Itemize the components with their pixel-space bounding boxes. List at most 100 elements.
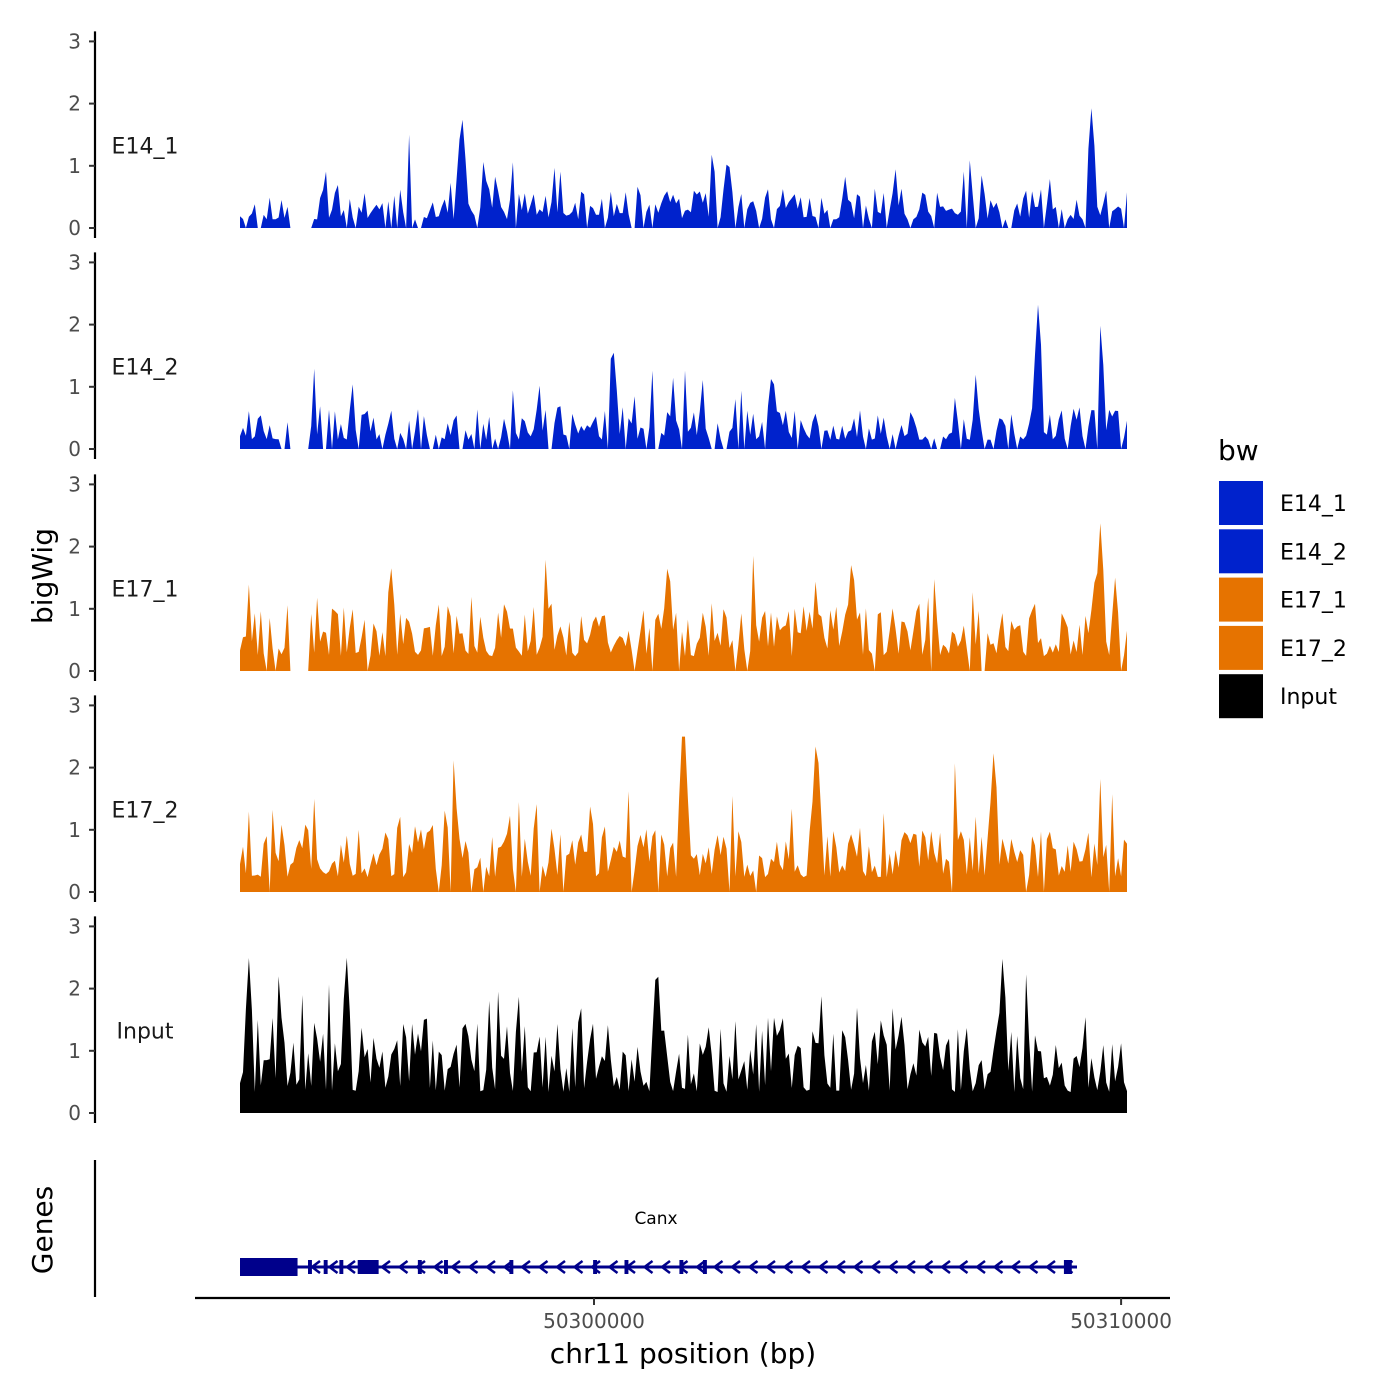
track-e17-2: 0 1 2 3 E17_2	[68, 693, 1127, 904]
track-label: E17_1	[112, 577, 179, 602]
coverage-area	[240, 736, 1127, 892]
y-tick-label: 3	[68, 914, 81, 938]
y-axis-title: bigWig	[26, 528, 59, 624]
legend: bw E14_1 E14_2 E17_1 E17_2 Input	[1218, 434, 1347, 719]
legend-swatch	[1219, 529, 1263, 574]
gene-exon	[624, 1260, 629, 1274]
strand-arrow	[554, 1260, 566, 1274]
y-tick-label: 3	[68, 250, 81, 274]
legend-label: E17_1	[1280, 589, 1347, 614]
y-tick-label: 1	[68, 1039, 81, 1063]
gene-exon	[593, 1260, 598, 1274]
y-tick-label: 0	[68, 659, 81, 683]
coverage-area	[240, 108, 1127, 228]
legend-label: Input	[1280, 685, 1337, 710]
y-tick-label: 1	[68, 818, 81, 842]
x-tick-label: 50300000	[543, 1309, 645, 1333]
strand-arrow	[642, 1260, 654, 1274]
legend-label: E14_1	[1280, 492, 1347, 517]
gene-exon	[702, 1260, 707, 1274]
track-label: E14_2	[112, 355, 179, 380]
y-tick-label: 2	[68, 977, 81, 1001]
legend-swatch	[1219, 674, 1263, 719]
strand-arrow	[414, 1260, 426, 1274]
strand-arrow	[729, 1260, 741, 1274]
legend-label: E17_2	[1280, 637, 1347, 662]
strand-arrow	[834, 1260, 846, 1274]
strand-arrow	[519, 1260, 531, 1274]
y-tick-label: 0	[68, 437, 81, 461]
strand-arrow	[904, 1260, 916, 1274]
y-tick-label: 0	[68, 880, 81, 904]
strand-arrow	[764, 1260, 776, 1274]
track-e14-1: 0 1 2 3 E14_1	[68, 29, 1127, 240]
tracks-layer: 0 1 2 3 E14_1 0 1 2 3 E14_2 0 1 2 3 E17_1 0 1 2 3 E17_2 0 1 2 3…	[68, 29, 1127, 1125]
gene-exon	[339, 1260, 344, 1274]
strand-arrow	[852, 1260, 864, 1274]
gene-exon	[1063, 1260, 1072, 1274]
strand-arrow	[537, 1260, 549, 1274]
track-label: E14_1	[112, 134, 179, 159]
strand-arrow	[572, 1260, 584, 1274]
coverage-area	[240, 523, 1127, 671]
y-tick-label: 1	[68, 154, 81, 178]
coverage-area	[240, 304, 1127, 449]
gene-exon	[240, 1258, 298, 1276]
strand-arrow	[589, 1260, 601, 1274]
strand-arrow	[694, 1260, 706, 1274]
strand-arrow	[327, 1260, 339, 1274]
y-tick-label: 2	[68, 535, 81, 559]
strand-arrow	[887, 1260, 899, 1274]
gene-exon	[308, 1260, 312, 1274]
strand-arrow	[992, 1260, 1004, 1274]
gene-exon	[323, 1260, 328, 1274]
y-tick-label: 2	[68, 313, 81, 337]
track-label: Input	[117, 1019, 174, 1044]
strand-arrow	[1027, 1260, 1039, 1274]
gene-exon	[679, 1260, 684, 1274]
y-tick-label: 3	[68, 693, 81, 717]
strand-arrow	[467, 1260, 479, 1274]
strand-arrow	[344, 1260, 356, 1274]
x-axis-title: chr11 position (bp)	[550, 1337, 816, 1370]
strand-arrow	[747, 1260, 759, 1274]
gene-name-label: Canx	[634, 1209, 677, 1229]
y-tick-label: 1	[68, 597, 81, 621]
strand-arrow	[939, 1260, 951, 1274]
y-tick-label: 3	[68, 472, 81, 496]
track-e17-1: 0 1 2 3 E17_1	[68, 472, 1127, 683]
gene-exon	[417, 1260, 422, 1274]
strand-arrow	[712, 1260, 724, 1274]
y-tick-label: 0	[68, 1101, 81, 1125]
track-e14-2: 0 1 2 3 E14_2	[68, 250, 1127, 461]
y-tick-label: 3	[68, 29, 81, 53]
y-tick-label: 0	[68, 216, 81, 240]
strand-arrow	[659, 1260, 671, 1274]
strand-arrow	[484, 1260, 496, 1274]
strand-arrow	[607, 1260, 619, 1274]
strand-arrow	[817, 1260, 829, 1274]
legend-swatch	[1219, 481, 1263, 525]
gene-exon	[357, 1260, 379, 1274]
strand-arrow	[1009, 1260, 1021, 1274]
x-axis: 503000005031000050320000	[195, 1296, 1172, 1333]
strand-arrow	[922, 1260, 934, 1274]
track-input: 0 1 2 3 Input	[68, 914, 1127, 1125]
strand-arrow	[869, 1260, 881, 1274]
strand-arrow	[957, 1260, 969, 1274]
x-tick-label: 50310000	[1070, 1309, 1172, 1333]
strand-arrow	[397, 1260, 409, 1274]
strand-arrow	[379, 1260, 391, 1274]
legend-swatch	[1219, 577, 1263, 622]
y-tick-label: 1	[68, 375, 81, 399]
genes-layer: Canx	[93, 1160, 1077, 1297]
strand-arrow	[309, 1260, 321, 1274]
genes-axis-title: Genes	[26, 1186, 59, 1274]
gene-exon	[444, 1260, 448, 1274]
legend-label: E14_2	[1280, 540, 1347, 565]
strand-arrow	[782, 1260, 794, 1274]
strand-arrow	[799, 1260, 811, 1274]
legend-title: bw	[1218, 434, 1259, 467]
y-tick-label: 2	[68, 756, 81, 780]
